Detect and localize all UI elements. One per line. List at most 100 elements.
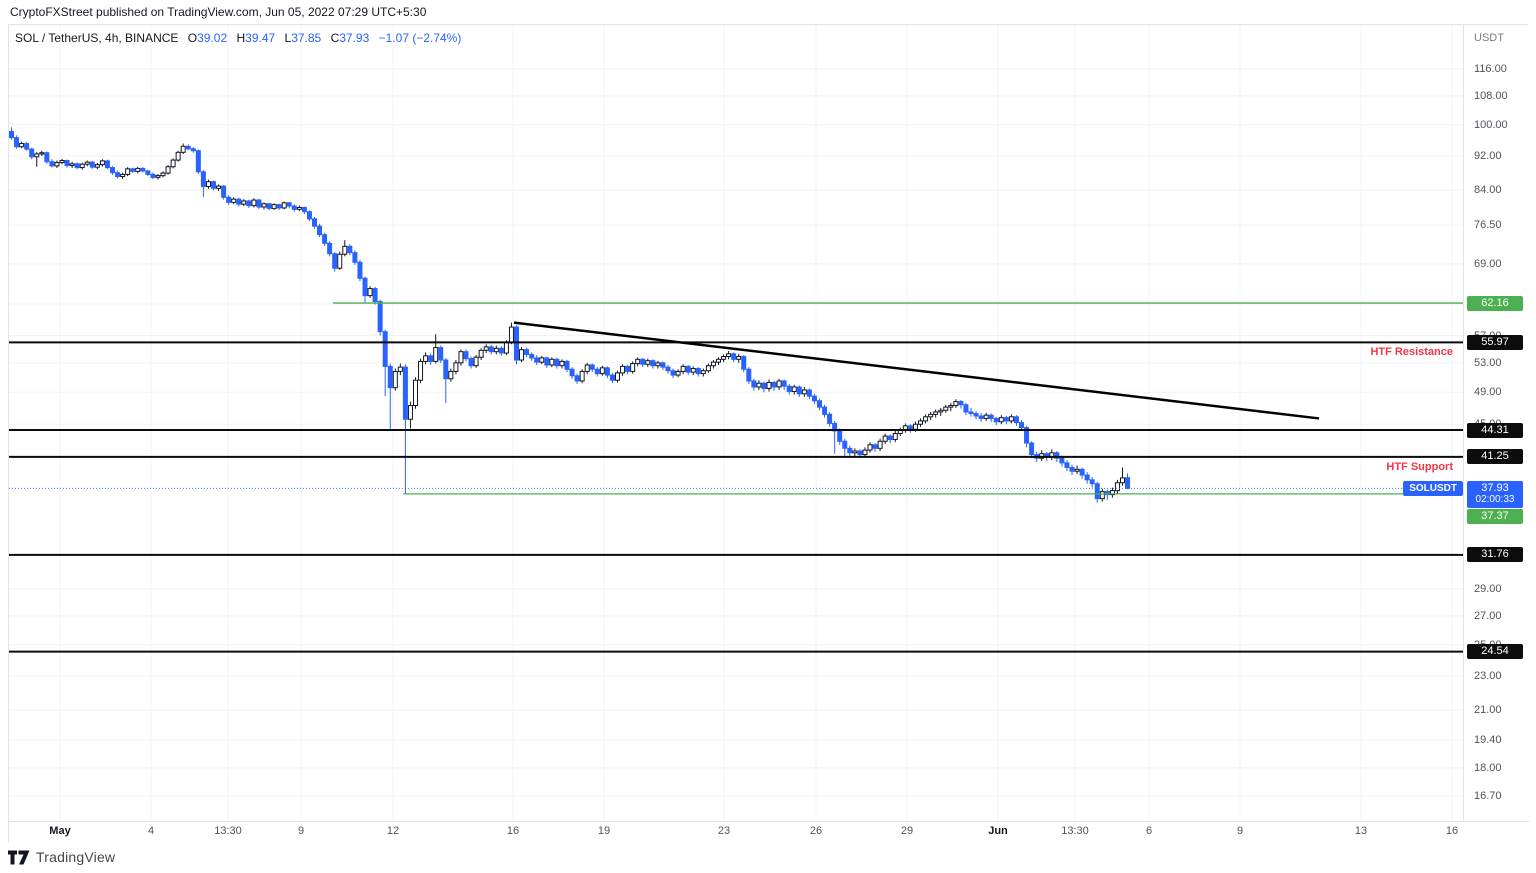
candle-down [822, 406, 828, 415]
candle-down [1019, 422, 1024, 429]
price-axis-currency: USDT [1474, 32, 1504, 44]
candle-up [165, 166, 171, 174]
legend-symbol: SOL / TetherUS, 4h, BINANCE [15, 31, 179, 45]
black-level-badge: 24.54 [1467, 644, 1523, 660]
time-tick-label: 13:30 [214, 825, 242, 837]
candle-up [69, 163, 75, 166]
candle-up [342, 245, 348, 255]
candle-down [751, 380, 757, 388]
legend-high-label: H [236, 31, 246, 45]
chart-plot-area[interactable]: SOL / TetherUS, 4h, BINANCE O39.02 H39.4… [9, 25, 1463, 821]
candle-down [731, 353, 737, 360]
candle-up [453, 362, 459, 372]
candle-up [433, 347, 439, 362]
candle-down [524, 349, 530, 355]
candle-down [811, 395, 817, 402]
time-tick-label: 12 [386, 825, 400, 837]
candle-down [110, 167, 115, 174]
time-tick-label: 19 [597, 825, 611, 837]
candle-up [407, 405, 413, 420]
candle-down [256, 199, 262, 208]
price-tick-label: 23.00 [1474, 669, 1502, 682]
candle-up [933, 411, 939, 415]
candle-down [609, 374, 615, 381]
candle-up [998, 417, 1004, 423]
candle-up [94, 164, 100, 168]
candle-up [721, 356, 727, 360]
candle-up [413, 379, 418, 407]
candle-up [84, 161, 90, 165]
candle-down [322, 234, 328, 244]
candle-up [599, 367, 605, 375]
candle-up [645, 360, 651, 365]
candle-up [801, 389, 807, 395]
price-tick-label: 53.00 [1474, 356, 1502, 369]
candle-down [221, 185, 227, 198]
candle-up [943, 406, 949, 411]
candle-down [1024, 427, 1030, 444]
candle-down [771, 381, 777, 388]
candle-down [312, 218, 317, 227]
candle-up [680, 365, 686, 372]
candle-up [493, 347, 499, 353]
candle-down [978, 415, 984, 419]
price-tick-label: 16.70 [1474, 790, 1502, 803]
green-level-badge: 62.16 [1467, 295, 1523, 311]
candle-up [175, 151, 181, 161]
candle-up [503, 341, 509, 354]
green-level-badge: 37.37 [1467, 509, 1523, 525]
tradingview-logo-link[interactable]: TradingView [8, 849, 115, 865]
candle-down [817, 400, 822, 408]
black-level-badge: 31.76 [1467, 547, 1523, 563]
price-tick-label: 116.00 [1474, 63, 1507, 76]
price-tick-label: 21.00 [1474, 704, 1502, 717]
candle-down [741, 356, 747, 370]
legend-low-label: L [284, 31, 292, 45]
candle-up [367, 288, 373, 297]
candle-up [867, 444, 873, 451]
legend-change: −1.07 (−2.74%) [378, 31, 462, 45]
candle-down [660, 362, 666, 368]
time-axis[interactable]: May 4 13:30 9 12 16 19 23 26 29 Jun 13:30 6 9 13 16 [9, 821, 1529, 842]
price-tick-label: 69.00 [1474, 257, 1502, 270]
price-axis[interactable]: USDT 116.00 108.00 100.00 92.00 84.00 76.50 69… [1463, 25, 1528, 821]
candle-up [736, 356, 742, 360]
black-level-badge: 44.31 [1467, 422, 1523, 438]
candle-down [968, 411, 974, 415]
tradingview-logo-text: TradingView [36, 849, 116, 865]
time-tick-label: 9 [297, 825, 305, 837]
candle-down [195, 150, 201, 173]
htf-resistance-label: HTF Resistance [1370, 346, 1453, 359]
candle-up [918, 420, 923, 425]
candle-down [554, 358, 560, 367]
price-tick-label: 84.00 [1474, 184, 1502, 197]
candle-up [473, 356, 479, 367]
time-tick-label: 13:30 [1061, 825, 1089, 837]
time-tick-label: 6 [1145, 825, 1153, 837]
candle-up [726, 353, 732, 358]
candle-down [781, 380, 787, 387]
candle-up [281, 202, 287, 209]
candle-down [200, 171, 206, 188]
candle-down [529, 353, 535, 359]
candle-down [488, 346, 494, 353]
candle-up [877, 440, 883, 449]
candle-down [74, 163, 80, 169]
candle-down [468, 358, 474, 367]
candle-up [705, 365, 711, 372]
candle-down [1084, 474, 1090, 481]
candle-down [670, 370, 676, 376]
candle-down [574, 375, 580, 382]
candle-down [357, 261, 363, 279]
candle-down [887, 435, 893, 441]
candle-up [635, 358, 641, 365]
candle-down [796, 386, 802, 395]
candle-up [160, 172, 166, 177]
candle-up [125, 168, 131, 175]
candle-down [514, 326, 519, 361]
candle-up [483, 346, 489, 351]
candle-down [428, 355, 434, 362]
candle-up [337, 253, 343, 269]
candle-up [953, 401, 959, 407]
